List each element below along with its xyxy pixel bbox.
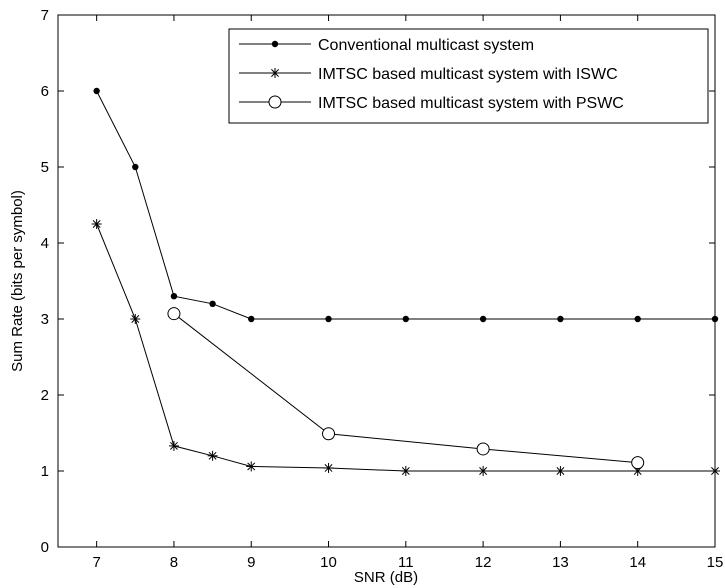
x-axis-label: SNR (dB) bbox=[354, 569, 418, 586]
legend-item: IMTSC based multicast system with ISWC bbox=[239, 66, 618, 83]
data-point-dot bbox=[170, 293, 178, 300]
y-tick-label: 6 bbox=[41, 83, 49, 100]
legend-box bbox=[228, 28, 709, 124]
data-point-circle bbox=[322, 427, 336, 441]
data-point-dot bbox=[325, 315, 332, 323]
x-tick-label: 15 bbox=[707, 554, 724, 571]
data-point-circle bbox=[476, 442, 490, 456]
x-tick-label: 10 bbox=[320, 554, 337, 571]
legend-label: IMTSC based multicast system with ISWC bbox=[318, 66, 618, 83]
series-layer bbox=[91, 87, 720, 476]
series-2 bbox=[91, 219, 720, 476]
data-point-dot bbox=[132, 163, 139, 171]
data-point-star bbox=[91, 219, 102, 229]
data-point-dot bbox=[634, 315, 641, 323]
x-tick-label: 12 bbox=[475, 554, 492, 571]
x-tick-label: 8 bbox=[170, 554, 178, 571]
y-axis-label: Sum Rate (bits per symbol) bbox=[9, 190, 26, 372]
legend-label: IMTSC based multicast system with PSWC bbox=[318, 95, 624, 112]
data-point-dot bbox=[402, 315, 410, 323]
y-tick-label: 4 bbox=[41, 235, 49, 252]
x-tick-label: 7 bbox=[92, 554, 100, 571]
data-point-circle bbox=[631, 456, 645, 470]
legend-item: IMTSC based multicast system with PSWC bbox=[239, 95, 624, 112]
y-tick-label: 2 bbox=[41, 387, 49, 404]
x-tick-label: 14 bbox=[629, 554, 646, 571]
data-point-dot bbox=[93, 87, 100, 95]
series-line bbox=[173, 313, 638, 464]
data-point-star bbox=[168, 440, 179, 451]
data-point-dot bbox=[479, 315, 487, 323]
y-tick-label: 0 bbox=[41, 539, 49, 556]
data-point-circle bbox=[268, 95, 282, 109]
series-1 bbox=[93, 87, 719, 323]
data-point-star bbox=[130, 314, 141, 324]
data-point-dot bbox=[271, 40, 279, 48]
data-point-dot bbox=[209, 300, 216, 307]
data-point-star bbox=[270, 68, 280, 78]
legend: Conventional multicast system IMTSC based… bbox=[228, 28, 709, 124]
data-point-circle bbox=[167, 307, 181, 321]
data-point-star bbox=[246, 461, 257, 472]
x-tick-label: 9 bbox=[247, 554, 255, 571]
legend-item: Conventional multicast system bbox=[239, 37, 534, 54]
x-tick-label: 11 bbox=[398, 554, 414, 571]
legend-label: Conventional multicast system bbox=[318, 37, 534, 54]
data-point-star bbox=[555, 466, 566, 476]
data-point-dot bbox=[557, 315, 564, 323]
axes-box bbox=[57, 14, 716, 548]
data-point-star bbox=[323, 462, 334, 473]
series-3 bbox=[167, 307, 645, 470]
data-point-star bbox=[207, 450, 218, 461]
y-tick-label: 5 bbox=[41, 159, 49, 176]
data-point-star bbox=[478, 466, 489, 476]
y-tick-label: 7 bbox=[41, 7, 49, 24]
data-point-dot bbox=[248, 315, 255, 323]
x-tick-label: 13 bbox=[552, 554, 569, 571]
data-point-star bbox=[400, 466, 411, 476]
y-tick-label: 3 bbox=[41, 311, 49, 328]
y-tick-label: 1 bbox=[41, 463, 49, 480]
